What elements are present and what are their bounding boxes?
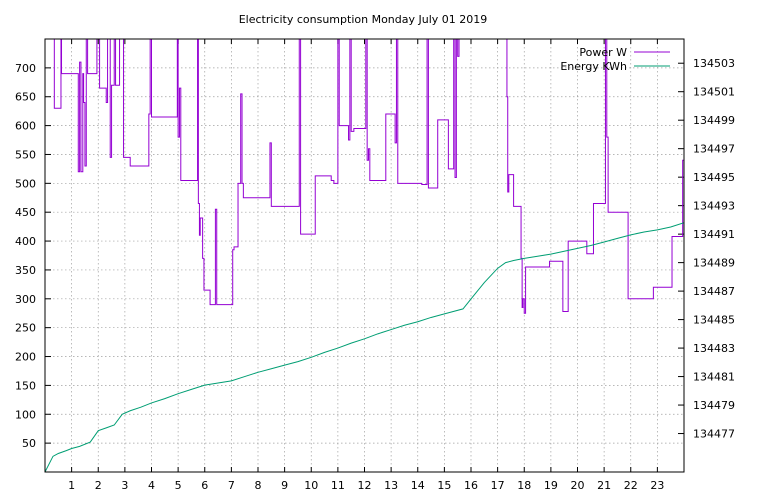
y-tick-label: 200 — [15, 351, 36, 364]
y2-tick-label: 134487 — [693, 285, 735, 298]
x-tick-label: 5 — [175, 479, 182, 492]
x-tick-label: 11 — [331, 479, 345, 492]
y-tick-label: 700 — [15, 62, 36, 75]
x-tick-label: 16 — [464, 479, 478, 492]
y2-tick-label: 134495 — [693, 171, 735, 184]
x-tick-label: 6 — [201, 479, 208, 492]
y-tick-label: 550 — [15, 148, 36, 161]
y2-tick-label: 134501 — [693, 86, 735, 99]
x-tick-label: 13 — [384, 479, 398, 492]
series-line-power — [53, 39, 684, 314]
y2-tick-label: 134497 — [693, 143, 735, 156]
y-tick-label: 300 — [15, 293, 36, 306]
y2-tick-label: 134481 — [693, 371, 735, 384]
y-tick-label: 50 — [22, 437, 36, 450]
plot-frame — [44, 38, 685, 473]
y2-tick-label: 134493 — [693, 200, 735, 213]
x-tick-label: 18 — [517, 479, 531, 492]
x-tick-label: 1 — [68, 479, 75, 492]
y-tick-label: 400 — [15, 235, 36, 248]
x-tick-label: 23 — [650, 479, 664, 492]
series-layer — [45, 39, 684, 472]
x-tick-label: 12 — [358, 479, 372, 492]
y2-tick-label: 134485 — [693, 314, 735, 327]
legend-label-power: Power W — [579, 46, 627, 59]
x-tick-label: 7 — [228, 479, 235, 492]
x-tick-label: 9 — [281, 479, 288, 492]
y-tick-label: 250 — [15, 322, 36, 335]
chart-title: Electricity consumption Monday July 01 2… — [239, 13, 488, 26]
y-tick-label: 600 — [15, 120, 36, 133]
x-tick-label: 8 — [255, 479, 262, 492]
y2-tick-labels: 134477 134479 134481 134483 134485 134487 1344… — [693, 57, 735, 440]
y-tick-label: 350 — [15, 264, 36, 277]
grid — [45, 39, 684, 472]
y2-tick-label: 134479 — [693, 399, 735, 412]
x-tick-label: 14 — [411, 479, 425, 492]
y2-tick-label: 134489 — [693, 257, 735, 270]
x-tick-labels: 1 2 3 4 5 6 7 8 9 10 11 12 13 14 15 16 17 18 19 20 21 22 23 — [68, 479, 664, 492]
y-tick-labels: 50 100 150 200 250 300 350 400 450 500 550 600 650 70… — [15, 62, 36, 450]
x-tick-label: 3 — [121, 479, 128, 492]
y2-tick-label: 134483 — [693, 342, 735, 355]
x-tick-label: 15 — [437, 479, 451, 492]
y2-tick-label: 134477 — [693, 428, 735, 441]
y-tick-label: 450 — [15, 206, 36, 219]
x-tick-label: 21 — [597, 479, 611, 492]
y-tick-label: 500 — [15, 177, 36, 190]
x-tick-label: 4 — [148, 479, 155, 492]
x-tick-label: 20 — [571, 479, 585, 492]
y-tick-label: 100 — [15, 408, 36, 421]
x-tick-label: 2 — [95, 479, 102, 492]
legend-label-energy: Energy KWh — [560, 60, 627, 73]
y-tick-label: 150 — [15, 379, 36, 392]
y-tick-label: 650 — [15, 91, 36, 104]
y2-tick-label: 134499 — [693, 114, 735, 127]
x-tick-label: 17 — [491, 479, 505, 492]
series-line-energy — [45, 222, 684, 472]
x-tick-label: 22 — [624, 479, 638, 492]
x-tick-label: 10 — [304, 479, 318, 492]
y2-tick-label: 134503 — [693, 57, 735, 70]
y2-tick-label: 134491 — [693, 228, 735, 241]
x-tick-label: 19 — [544, 479, 558, 492]
